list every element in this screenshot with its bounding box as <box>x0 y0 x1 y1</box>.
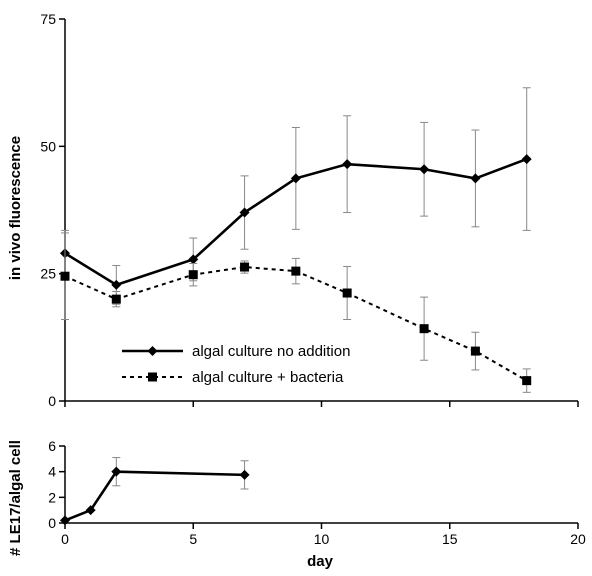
series-1-point <box>111 279 122 290</box>
series-2-point <box>522 376 532 386</box>
legend-marker-1 <box>147 346 158 356</box>
bottom-y-axis-title: # LE17/algal cell <box>7 440 24 556</box>
legend-marker-2 <box>148 372 157 382</box>
series-1-point <box>470 173 481 184</box>
series-2-point <box>188 270 198 280</box>
bottom-chart-y-tick-label: 4 <box>48 464 56 480</box>
series-1-point <box>342 159 353 170</box>
series-1-point <box>521 154 532 165</box>
bottom-chart-x-tick-label: 20 <box>570 531 586 547</box>
series-2-point <box>240 262 250 272</box>
series-2-point <box>342 288 352 298</box>
series-1-point <box>419 164 430 175</box>
series-2-point <box>419 324 429 334</box>
bottom-chart-x-tick-label: 5 <box>189 531 197 547</box>
series-2-point <box>60 271 70 281</box>
series-2-point <box>111 294 121 304</box>
series-2-point <box>291 266 301 276</box>
series-1-point <box>188 254 199 265</box>
bottom-chart-y-tick-label: 0 <box>48 515 56 531</box>
top-y-axis-title: in vivo fluorescence <box>7 136 24 280</box>
top-chart-y-tick-label: 75 <box>40 11 56 27</box>
bottom-series-1-line <box>64 470 245 522</box>
bottom-chart-y-tick-label: 2 <box>48 489 56 505</box>
series-1-point <box>290 173 301 184</box>
bottom-chart-x-tick-label: 0 <box>61 531 69 547</box>
series-1-point <box>239 207 250 218</box>
bottom-chart-x-tick-label: 15 <box>442 531 458 547</box>
bottom-series-1-point <box>60 515 70 526</box>
bottom-series-1-point <box>85 505 96 516</box>
bottom-series-1-point <box>111 466 122 477</box>
bottom-chart-y-tick-label: 6 <box>48 438 56 454</box>
top-chart-y-tick-label: 25 <box>40 266 56 282</box>
series-2-point <box>470 346 480 356</box>
bottom-chart-x-tick-label: 10 <box>314 531 330 547</box>
top-chart-y-tick-label: 0 <box>48 393 56 409</box>
legend-label-1: algal culture no addition <box>192 343 350 360</box>
x-axis-title: day <box>307 553 334 570</box>
legend-label-2: algal culture + bacteria <box>192 369 344 386</box>
top-chart-y-tick-label: 50 <box>40 138 56 154</box>
bottom-series-1-point <box>239 469 250 480</box>
